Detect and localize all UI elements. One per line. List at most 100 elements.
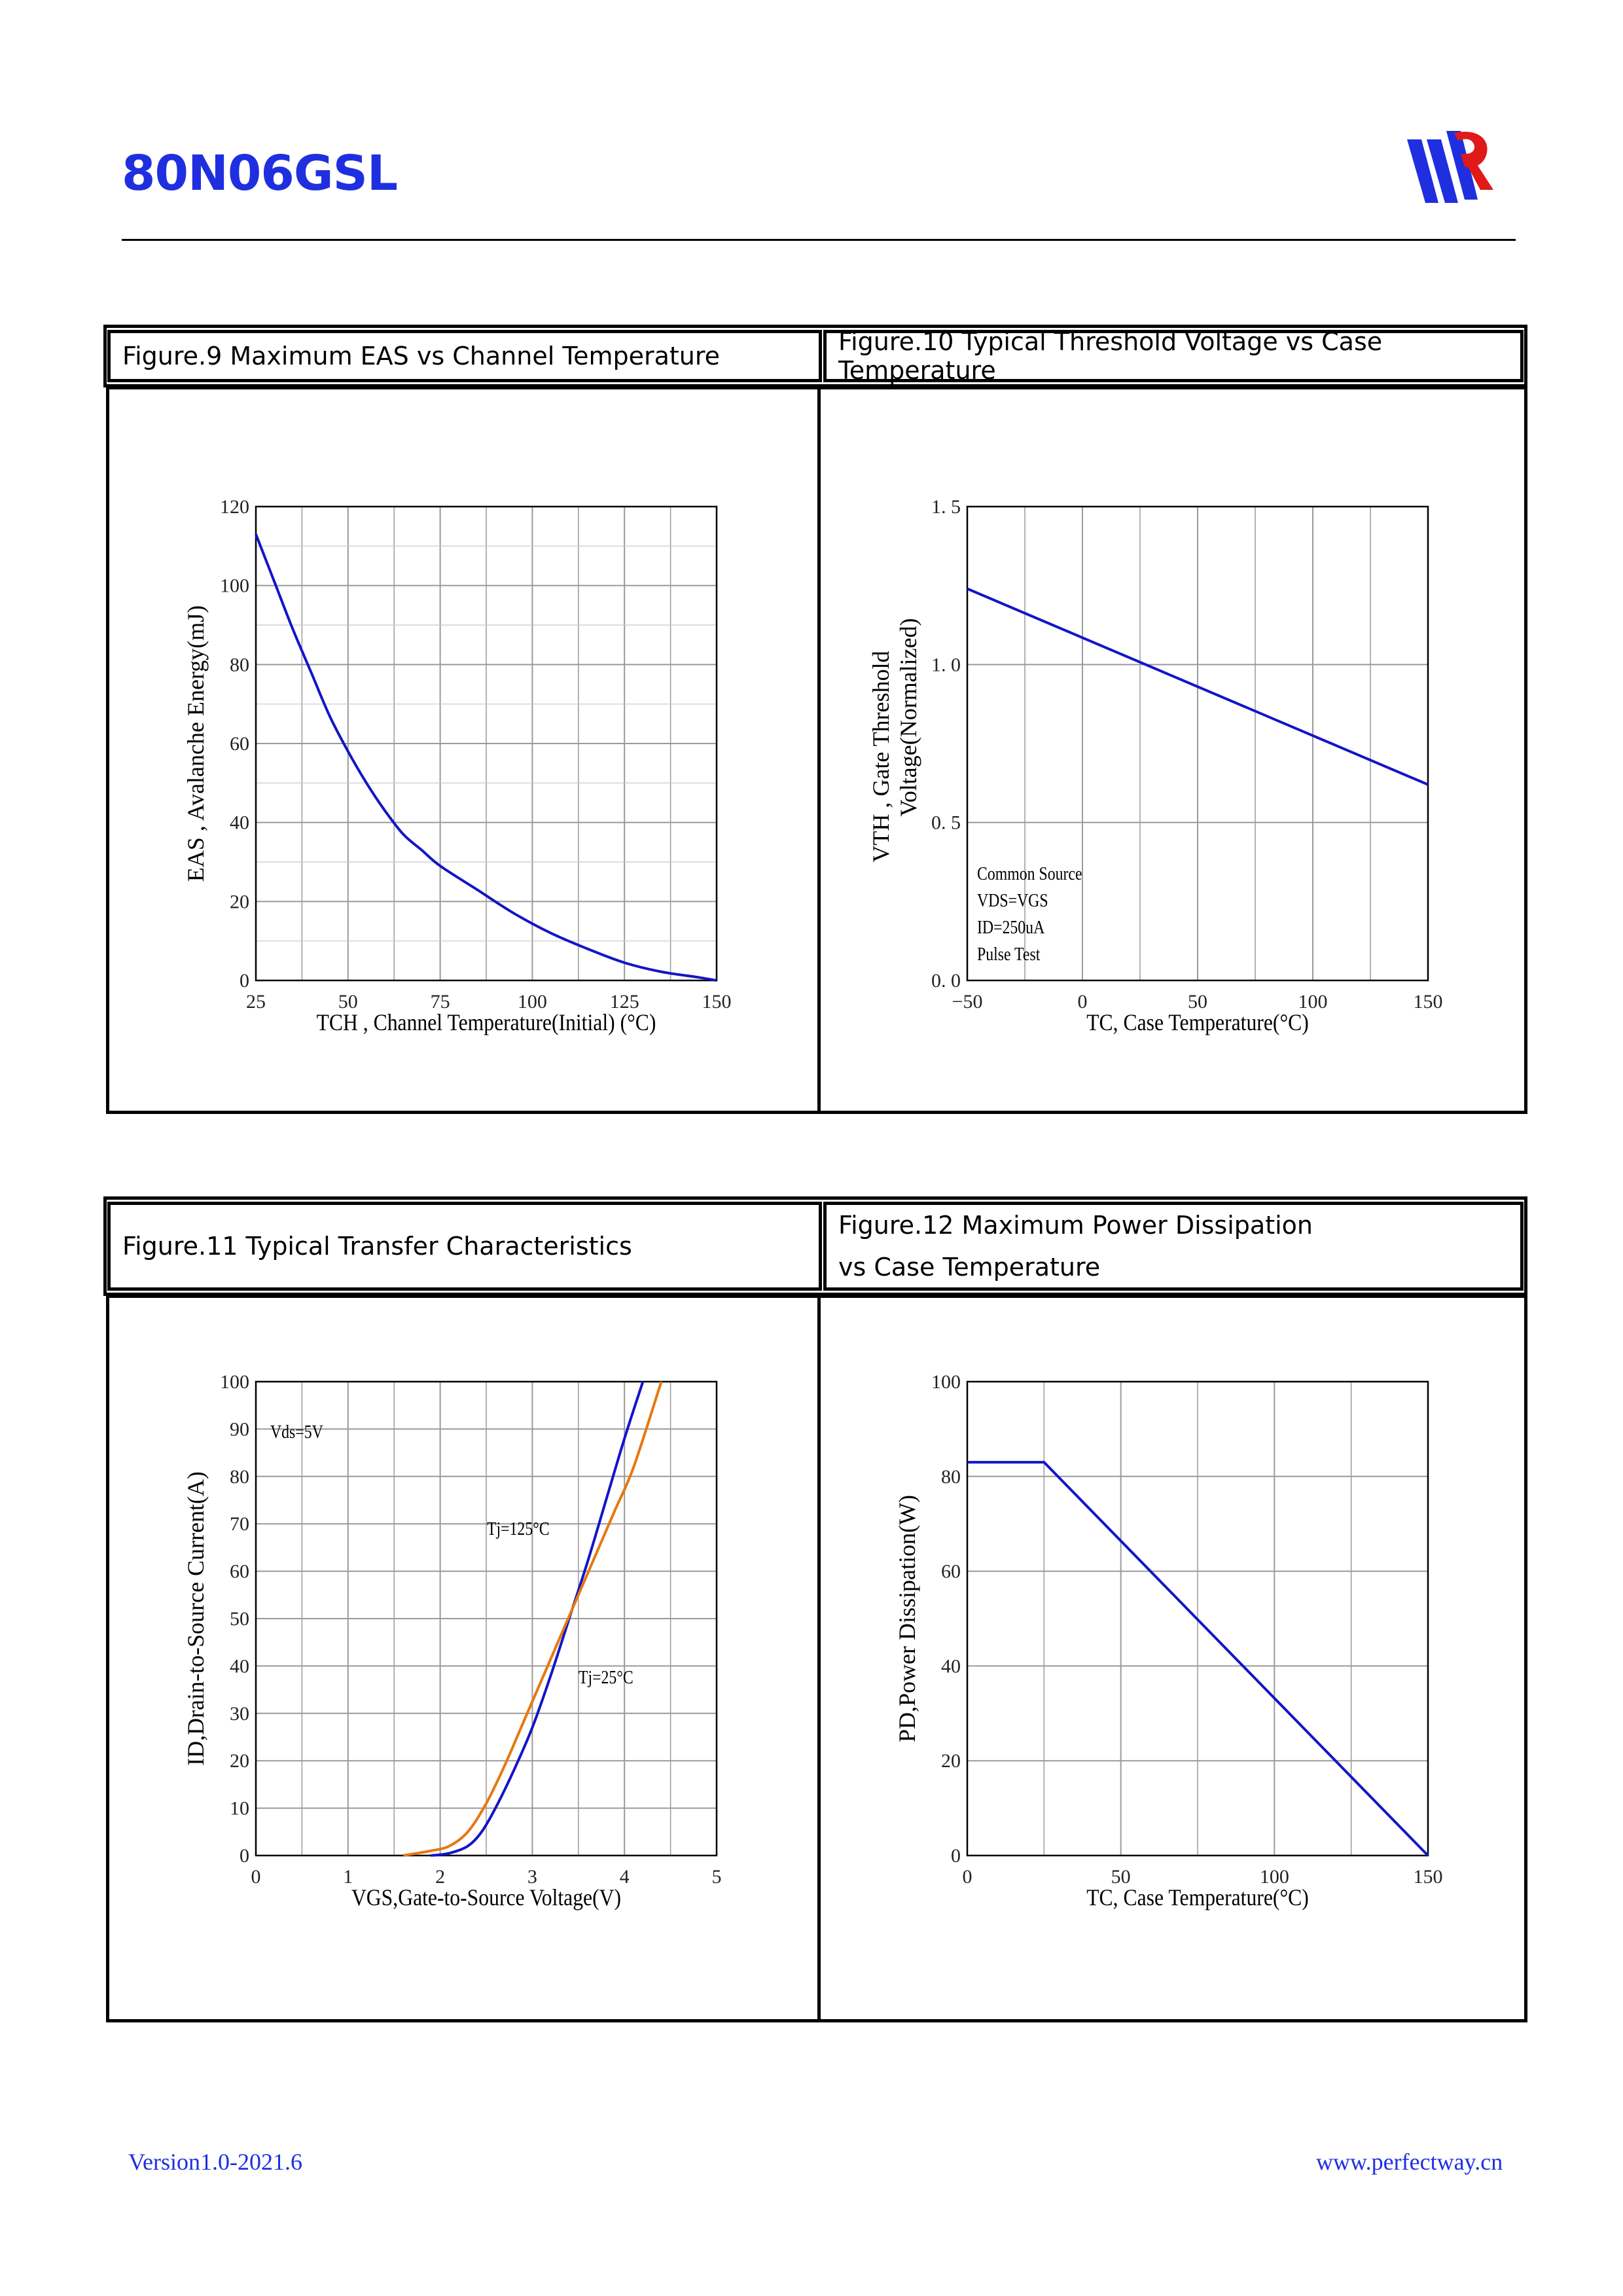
figure-10-caption-text: Figure.10 Typical Threshold Voltage vs C… [838, 327, 1383, 385]
figure-10-caption: Figure.10 Typical Threshold Voltage vs C… [823, 327, 1524, 385]
x-tick-label: 5 [712, 1866, 722, 1888]
x-tick-label: 0 [251, 1866, 261, 1888]
y-tick-label: 0 [951, 1845, 961, 1867]
figure-row-1: Figure.9 Maximum EAS vs Channel Temperat… [103, 325, 1527, 1114]
y-tick-label: 20 [941, 1750, 961, 1772]
y-tick-label: 60 [230, 1561, 249, 1583]
y-axis-label-line-2: Voltage(Normalized) [895, 618, 921, 816]
y-tick-label: 30 [230, 1703, 249, 1725]
series-line [431, 1381, 645, 1857]
y-axis-label: PD,Power Dissipation(W) [894, 1495, 920, 1742]
y-tick-label: 0 [240, 970, 249, 992]
header-divider [122, 239, 1516, 241]
y-tick-label: 100 [220, 575, 249, 597]
figure-9-chart: 25 50 75 100 125 150 0 20 40 60 80 100 120 TCH , Chan… [183, 496, 732, 1035]
x-tick-label: 150 [1414, 991, 1443, 1013]
y-tick-label: 10 [230, 1798, 249, 1820]
figure-10-chart: −50 0 50 100 150 0. 0 0. 5 1. 0 1. 5 TC, Case Tem… [868, 496, 1443, 1035]
plot-frame [255, 1380, 718, 1857]
x-axis-label: VGS,Gate-to-Source Voltage(V) [351, 1885, 621, 1910]
y-tick-label: 0. 0 [931, 970, 961, 992]
figure-11-caption-text: Figure.11 Typical Transfer Characteristi… [122, 1232, 632, 1261]
y-tick-label: 80 [230, 654, 249, 675]
x-tick-label: 100 [518, 991, 547, 1013]
y-tick-label: 1. 0 [931, 654, 961, 675]
x-tick-label: 150 [702, 991, 732, 1013]
series-line [967, 1461, 1429, 1857]
x-tick-label: 150 [1414, 1866, 1443, 1888]
x-tick-label: 100 [1260, 1866, 1289, 1888]
series-line [967, 587, 1429, 786]
x-tick-label: 50 [338, 991, 358, 1013]
page-title: 80N06GSL [122, 145, 398, 202]
x-axis-label: TCH , Channel Temperature(Initial) (°C) [317, 1010, 656, 1035]
y-tick-label: 20 [230, 891, 249, 912]
y-tick-label: 50 [230, 1608, 249, 1630]
y-tick-label: 40 [230, 812, 249, 834]
chart-annotation: Tj=25°C [579, 1667, 633, 1687]
figure-10-panel: −50 0 50 100 150 0. 0 0. 5 1. 0 1. 5 TC, Case Tem… [817, 386, 1527, 1114]
x-tick-label: 100 [1298, 991, 1328, 1013]
x-tick-label: 2 [435, 1866, 445, 1888]
y-tick-label: 0 [240, 1845, 249, 1867]
y-tick-label: 90 [230, 1418, 249, 1440]
y-tick-label: 80 [230, 1466, 249, 1488]
footer-version: Version1.0-2021.6 [128, 2149, 302, 2175]
plot-frame [255, 505, 718, 982]
figure-row-1-caption-frame [103, 325, 1527, 387]
x-tick-label: 125 [610, 991, 639, 1013]
y-tick-label: 20 [230, 1750, 249, 1772]
x-tick-label: 25 [246, 991, 266, 1013]
figure-11-caption: Figure.11 Typical Transfer Characteristi… [107, 1202, 822, 1291]
x-tick-label: 75 [431, 991, 450, 1013]
figure-9-caption-text: Figure.9 Maximum EAS vs Channel Temperat… [122, 342, 721, 370]
figure-9-panel: 25 50 75 100 125 150 0 20 40 60 80 100 120 TCH , Chan… [106, 386, 821, 1114]
figure-row-2: Figure.11 Typical Transfer Characteristi… [103, 1196, 1527, 2022]
y-tick-label: 60 [941, 1561, 961, 1583]
footer-website: www.perfectway.cn [1316, 2149, 1503, 2175]
y-tick-label: 70 [230, 1513, 249, 1535]
x-tick-label: 50 [1111, 1866, 1131, 1888]
y-tick-label: 80 [941, 1466, 961, 1488]
y-tick-label: 0. 5 [931, 812, 961, 834]
figure-9-caption: Figure.9 Maximum EAS vs Channel Temperat… [107, 330, 822, 382]
y-axis-label: EAS , Avalanche Energy(mJ) [183, 605, 209, 882]
series-line [402, 1381, 663, 1857]
chart-annotation: Vds=5V [270, 1422, 323, 1442]
y-axis-label: VTH , Gate Threshold [868, 651, 894, 862]
x-tick-label: 50 [1188, 991, 1207, 1013]
company-logo [1407, 131, 1493, 203]
chart-annotation: Common Source [977, 863, 1082, 884]
y-tick-label: 1. 5 [931, 496, 961, 518]
chart-annotation: Tj=125°C [487, 1518, 550, 1539]
figure-12-panel: 0 50 100 150 0 20 40 60 80 100 TC, Case Temperatur… [817, 1295, 1527, 2022]
plot-frame [966, 505, 1429, 982]
y-tick-label: 60 [230, 733, 249, 755]
y-tick-label: 100 [220, 1371, 249, 1393]
figure-11-chart: 0 1 2 3 4 50102030405060708090100VGS,Gate-to-… [183, 1371, 722, 1910]
y-axis-label: ID,Drain-to-Source Current(A) [183, 1471, 209, 1766]
chart-annotation: VDS=VGS [977, 890, 1048, 910]
series-line [255, 533, 717, 982]
figure-12-caption-line-2: vs Case Temperature [838, 1253, 1101, 1282]
x-tick-label: 3 [527, 1866, 537, 1888]
y-tick-label: 40 [230, 1655, 249, 1677]
x-tick-label: 0 [963, 1866, 972, 1888]
plot-frame [966, 1380, 1429, 1857]
figure-12-caption-line-1: Figure.12 Maximum Power Dissipation [838, 1211, 1313, 1240]
chart-annotation: Pulse Test [977, 944, 1041, 964]
y-tick-label: 120 [220, 496, 249, 518]
x-tick-label: 0 [1078, 991, 1088, 1013]
figure-12-caption: Figure.12 Maximum Power Dissipation vs C… [823, 1202, 1524, 1291]
x-tick-label: −50 [952, 991, 983, 1013]
y-tick-label: 40 [941, 1655, 961, 1677]
x-tick-label: 4 [620, 1866, 630, 1888]
figure-11-panel: 0 1 2 3 4 5 0 10 20 30 40 50 60 70 80 90 100 VGS,Gate-to-… [106, 1295, 821, 2022]
figure-row-2-caption-frame [103, 1196, 1527, 1296]
x-axis-label: TC, Case Temperature(°C) [1086, 1010, 1309, 1035]
x-tick-label: 1 [343, 1866, 353, 1888]
chart-annotation: ID=250uA [977, 917, 1044, 937]
x-axis-label: TC, Case Temperature(°C) [1086, 1885, 1309, 1910]
y-tick-label: 100 [931, 1371, 961, 1393]
